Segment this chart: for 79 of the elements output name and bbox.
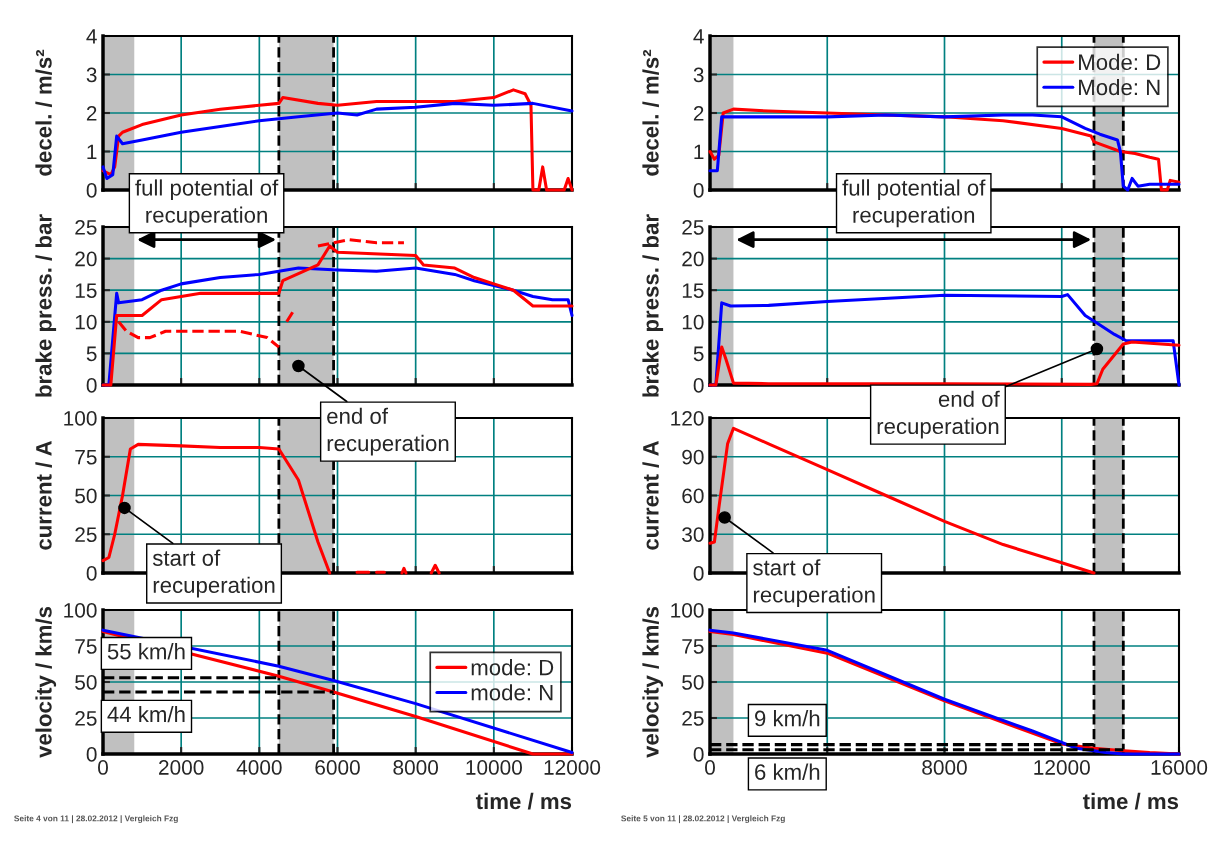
y-tick-label: 20 xyxy=(682,251,704,267)
text: Seite 4 von 11 | 28.02.2012 | Vergleich Fzg xyxy=(14,815,178,824)
y-axis-title: velocity / km/s xyxy=(35,606,57,758)
annotation: full potential of recuperation xyxy=(842,179,986,228)
x-tick-label: 12000 xyxy=(1034,760,1090,775)
y-tick-label: 10 xyxy=(75,314,97,330)
y-tick-label: 20 xyxy=(75,251,97,267)
x-tick-label: 12000 xyxy=(544,760,601,775)
y-tick-label: 5 xyxy=(86,346,97,362)
text: Seite 5 von 11 | 28.02.2012 | Vergleich Fzg xyxy=(621,815,785,824)
y-tick-label: 10 xyxy=(682,314,704,330)
y-tick-label: 4 xyxy=(86,29,97,44)
y-axis-title: current / A xyxy=(642,440,659,550)
x-tick-label: 2000 xyxy=(159,760,204,775)
y-axis-title: current / A xyxy=(35,440,52,550)
annotation: end of recuperation xyxy=(327,407,449,456)
y-tick-label: 0 xyxy=(693,183,704,198)
x-tick-label: 10000 xyxy=(466,760,522,775)
y-tick-label: 100 xyxy=(64,411,97,426)
y-tick-label: 0 xyxy=(86,566,97,581)
y-tick-label: 50 xyxy=(682,675,704,690)
y-tick-label: 5 xyxy=(693,346,704,362)
y-tick-label: 4 xyxy=(693,29,704,44)
annotation: 44 km/h xyxy=(107,705,185,723)
x-axis-title: time / ms xyxy=(1082,792,1179,810)
annotation: end of recuperation xyxy=(877,390,1000,439)
annotation: 6 km/h xyxy=(755,763,820,780)
x-tick-label: 8000 xyxy=(393,760,439,775)
y-tick-label: 0 xyxy=(86,747,97,762)
y-tick-label: 15 xyxy=(75,283,97,298)
y-tick-label: 15 xyxy=(682,283,704,298)
y-tick-label: 0 xyxy=(693,378,704,393)
y-tick-label: 100 xyxy=(671,603,704,618)
y-tick-label: 90 xyxy=(682,449,704,465)
x-axis-title: time / ms xyxy=(475,792,572,810)
x-tick-label: 0 xyxy=(705,760,715,775)
legend-label: Mode: N xyxy=(1079,78,1160,96)
y-tick-label: 25 xyxy=(75,220,97,235)
y-tick-label: 120 xyxy=(671,411,704,426)
y-tick-label: 3 xyxy=(86,67,97,83)
y-tick-label: 60 xyxy=(682,488,704,504)
y-axis-title: velocity / km/s xyxy=(642,606,664,758)
y-tick-label: 75 xyxy=(75,639,97,654)
y-tick-label: 1 xyxy=(694,144,704,160)
y-tick-label: 2 xyxy=(86,106,97,121)
legend-label: mode: D xyxy=(471,659,554,676)
annotation: 55 km/h xyxy=(107,643,185,660)
legend-label: mode: N xyxy=(471,684,553,701)
annotation: full potential of recuperation xyxy=(135,179,279,228)
y-tick-label: 25 xyxy=(682,711,704,726)
x-tick-label: 8000 xyxy=(922,760,967,775)
y-tick-label: 0 xyxy=(86,378,97,393)
y-tick-label: 0 xyxy=(693,747,704,762)
y-tick-label: 30 xyxy=(682,527,704,542)
y-tick-label: 50 xyxy=(75,488,97,504)
y-tick-label: 50 xyxy=(75,675,97,690)
y-tick-label: 75 xyxy=(682,639,704,654)
y-tick-label: 1 xyxy=(87,144,97,160)
y-tick-label: 3 xyxy=(693,67,704,83)
y-axis-title: brake press. / bar xyxy=(35,214,57,397)
y-tick-label: 25 xyxy=(682,220,704,235)
y-axis-title: decel. / m/s² xyxy=(642,49,659,176)
x-tick-label: 6000 xyxy=(315,760,360,775)
legend-label: Mode: D xyxy=(1079,53,1161,71)
annotation: start of recuperation xyxy=(152,549,275,598)
annotation: start of recuperation xyxy=(753,559,875,607)
y-axis-title: decel. / m/s² xyxy=(35,49,52,176)
y-tick-label: 25 xyxy=(75,711,97,726)
x-tick-label: 16000 xyxy=(1151,760,1208,775)
y-axis-title: brake press. / bar xyxy=(642,214,664,397)
x-tick-label: 4000 xyxy=(236,760,282,775)
y-tick-label: 2 xyxy=(693,106,704,121)
y-tick-label: 75 xyxy=(75,449,97,465)
y-tick-label: 0 xyxy=(86,183,97,198)
x-tick-label: 0 xyxy=(98,760,108,775)
y-tick-label: 100 xyxy=(64,603,97,618)
y-tick-label: 25 xyxy=(75,527,97,542)
annotation: 9 km/h xyxy=(755,710,820,727)
y-tick-label: 0 xyxy=(693,566,704,581)
